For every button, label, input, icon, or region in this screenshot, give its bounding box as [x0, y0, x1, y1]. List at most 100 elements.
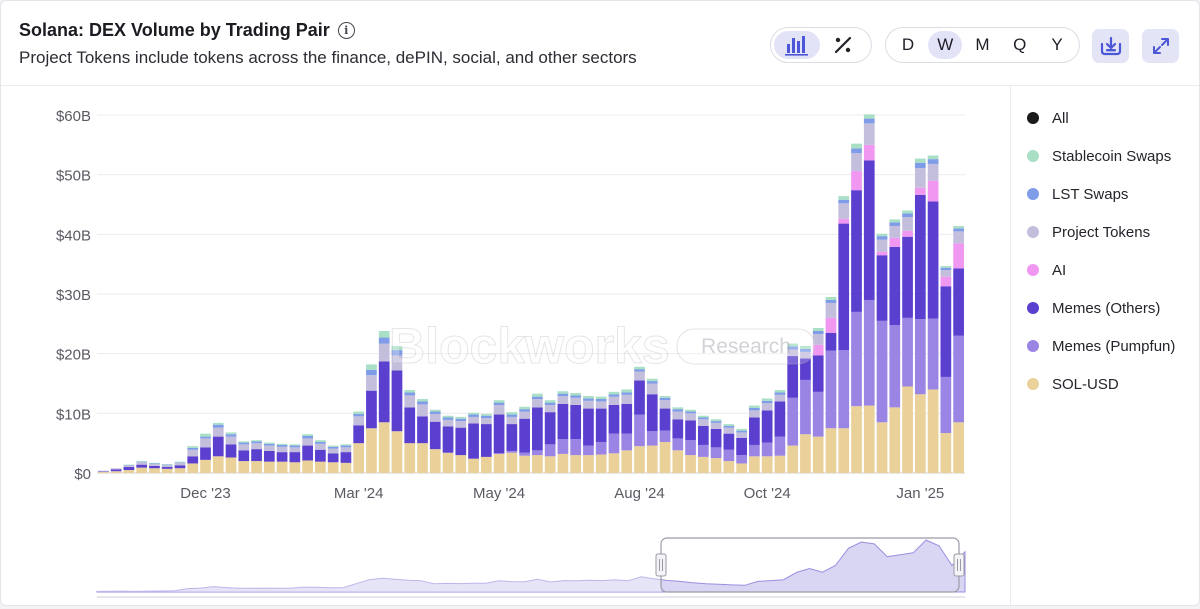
legend-item-all[interactable]: All: [1027, 99, 1175, 137]
y-tick-label: $40B: [56, 227, 91, 244]
bar-stack: [506, 412, 518, 473]
legend-label: Memes (Pumpfun): [1052, 337, 1176, 355]
bar-segment: [302, 445, 313, 461]
bar-segment: [672, 409, 684, 412]
bar-segment: [672, 419, 684, 439]
bar-segment: [315, 443, 326, 450]
bar-segment: [366, 428, 377, 473]
bar-segment: [646, 383, 658, 395]
bar-segment: [289, 452, 301, 463]
bar-segment: [774, 392, 786, 395]
bar-stack: [889, 219, 901, 473]
bar-segment: [225, 436, 237, 445]
legend: All Stablecoin Swaps LST Swaps Project T…: [1027, 99, 1175, 403]
bar-segment: [659, 396, 671, 398]
bar-stack: [136, 461, 148, 473]
bar-segment: [953, 422, 964, 473]
bar-segment: [672, 438, 684, 451]
percent-button[interactable]: [820, 31, 866, 59]
bar-stack: [315, 440, 326, 473]
legend-item-lst-swaps[interactable]: LST Swaps: [1027, 175, 1175, 213]
bar-segment: [761, 442, 773, 457]
bar-segment: [749, 405, 760, 408]
period-month-button[interactable]: M: [975, 35, 990, 54]
bar-segment: [340, 452, 352, 463]
bar-chart-button[interactable]: [774, 31, 820, 59]
bar-segment: [774, 394, 786, 402]
period-quarter-button[interactable]: Q: [1013, 35, 1027, 54]
period-week-button[interactable]: W: [928, 31, 963, 59]
legend-item-memes-others[interactable]: Memes (Others): [1027, 289, 1175, 327]
bar-segment: [557, 453, 569, 473]
bar-segment: [710, 458, 722, 473]
bar-segment: [825, 299, 837, 303]
bar-segment: [940, 265, 952, 268]
bar-segment: [493, 404, 505, 415]
download-button[interactable]: [1092, 29, 1129, 63]
bar-segment: [429, 449, 441, 473]
bar-segment: [940, 433, 952, 473]
watermark: Blockworks Research: [389, 318, 816, 375]
bar-segment: [800, 351, 811, 359]
bar-segment: [212, 422, 224, 425]
bar-segment: [940, 276, 952, 287]
legend-item-sol-usd[interactable]: SOL-USD: [1027, 365, 1175, 403]
bar-segment: [749, 444, 760, 457]
bar-segment: [136, 462, 148, 465]
x-tick-label: Aug '24: [614, 485, 664, 502]
bar-segment: [634, 446, 645, 473]
x-tick-label: Dec '23: [180, 485, 230, 502]
bar-segment: [697, 425, 709, 445]
bar-segment: [800, 358, 811, 380]
bar-stack: [532, 393, 543, 473]
bar-segment: [506, 414, 518, 417]
bar-stack: [914, 158, 926, 473]
watermark-brand: Blockworks: [389, 318, 670, 374]
navigator-handle[interactable]: [953, 553, 965, 577]
bar-stack: [940, 265, 952, 473]
period-year-button[interactable]: Y: [1051, 35, 1063, 54]
bar-segment: [123, 464, 135, 466]
bar-segment: [544, 412, 556, 445]
y-axis: $0 $10B $20B $30B $40B $50B $60B: [56, 108, 91, 483]
bar-segment: [736, 463, 747, 473]
header-divider: [1, 85, 1199, 86]
info-icon[interactable]: i: [337, 22, 355, 39]
bar-segment: [825, 350, 837, 429]
legend-item-project-tokens[interactable]: Project Tokens: [1027, 213, 1175, 251]
bar-stack: [736, 428, 747, 473]
bar-segment: [621, 403, 633, 434]
bar-segment: [302, 436, 313, 439]
bar-segment: [161, 465, 173, 468]
bar-stack: [697, 415, 709, 473]
legend-item-memes-pumpfun[interactable]: Memes (Pumpfun): [1027, 327, 1175, 365]
expand-button[interactable]: [1142, 29, 1179, 63]
bar-segment: [378, 343, 390, 362]
bar-segment: [340, 445, 352, 448]
bar-segment: [493, 453, 505, 454]
legend-item-ai[interactable]: AI: [1027, 251, 1175, 289]
legend-item-stablecoin-swaps[interactable]: Stablecoin Swaps: [1027, 137, 1175, 175]
bar-segment: [98, 470, 109, 472]
bar-segment: [697, 419, 709, 426]
period-day-button[interactable]: D: [901, 35, 915, 54]
bar-stack: [289, 444, 301, 473]
bar-segment: [212, 436, 224, 457]
bar-segment: [391, 350, 403, 356]
bar-segment: [276, 446, 288, 453]
bar-segment: [315, 441, 326, 444]
bar-segment: [914, 187, 926, 195]
bar-segment: [442, 452, 454, 473]
bar-stack: [480, 413, 492, 473]
bar-segment: [902, 213, 913, 218]
navigator-handle[interactable]: [655, 553, 667, 577]
navigator-area: [96, 539, 966, 593]
bar-segment: [621, 389, 633, 393]
bar-segment: [697, 415, 709, 418]
bar-segment: [417, 404, 428, 417]
bar-stack: [774, 390, 786, 473]
bar-segment: [366, 375, 377, 391]
bar-segment: [493, 400, 505, 403]
chart-title: Solana: DEX Volume by Trading Pair: [19, 20, 330, 40]
bar-segment: [583, 396, 594, 399]
